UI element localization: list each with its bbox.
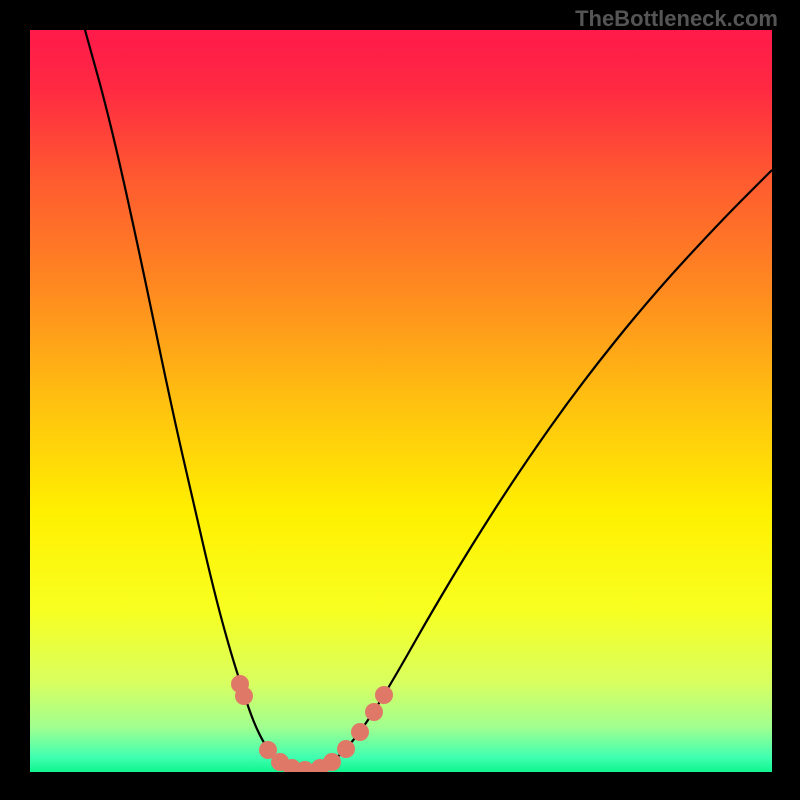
curve-marker [323,753,341,771]
curve-marker [351,723,369,741]
curve-marker [375,686,393,704]
curve-marker [365,703,383,721]
curve-marker [235,687,253,705]
watermark-text: TheBottleneck.com [575,6,778,32]
chart-svg [30,30,772,772]
curve-marker [337,740,355,758]
plot-area [30,30,772,772]
gradient-background [30,30,772,772]
chart-container [0,0,800,800]
